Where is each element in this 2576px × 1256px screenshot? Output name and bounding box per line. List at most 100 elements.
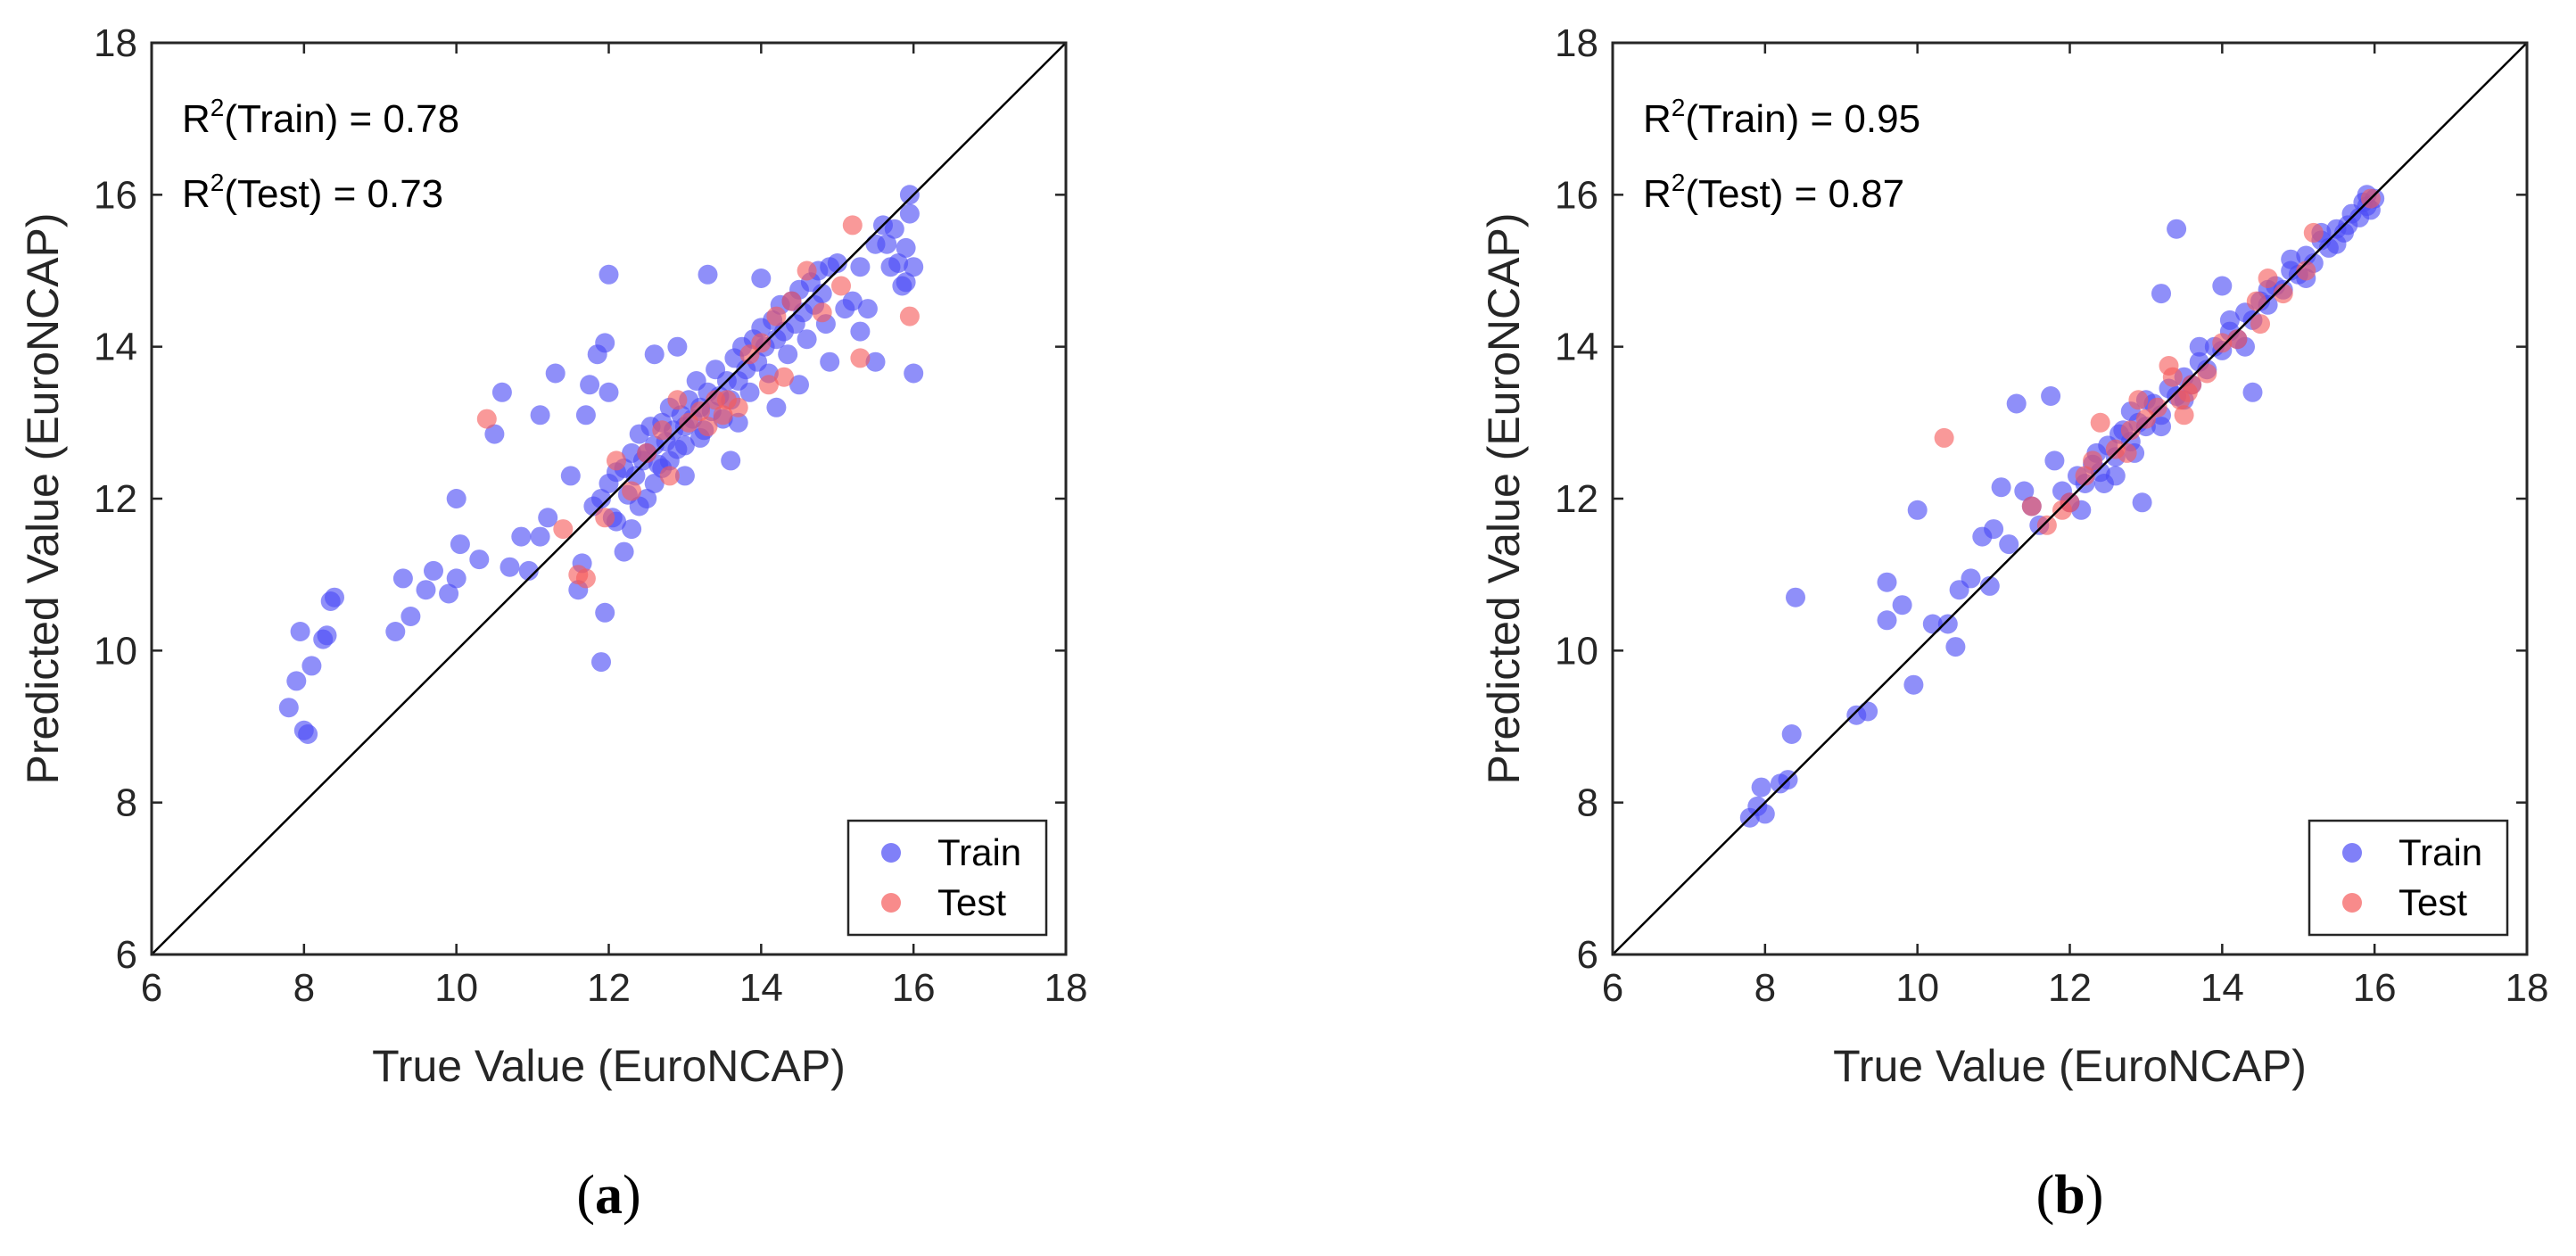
panel-b-train-point [1999, 534, 2019, 555]
panel-a-y-tick-label: 12 [94, 477, 137, 521]
panel-b-train-point [2093, 474, 2114, 493]
panel-a-test-point [595, 508, 615, 528]
panel-a-caption: (a) [576, 1165, 640, 1226]
panel-a-y-tick-label: 10 [94, 629, 137, 673]
panel-b-test-point [2090, 412, 2110, 433]
panel-a-train-point [325, 587, 344, 607]
panel-a-train-point [424, 560, 443, 581]
panel-a-train-point [491, 382, 512, 402]
panel-a-x-tick-label: 8 [293, 966, 315, 1010]
panel-a-train-point [896, 272, 916, 293]
panel-b-x-axis-label: True Value (EuroNCAP) [1833, 1041, 2307, 1091]
panel-a-train-point [580, 375, 600, 395]
panel-a-r2-test: R2(Test) = 0.73 [182, 169, 443, 216]
panel-b-train-point [2242, 382, 2263, 402]
panel-a-train-point [591, 489, 611, 508]
panel-a-train-point [301, 656, 322, 676]
panel-a-train-point [599, 264, 619, 285]
panel-b-test-point [2036, 515, 2057, 535]
panel-b-test-point [2083, 450, 2103, 471]
panel-a-x-tick-label: 10 [434, 966, 478, 1010]
panel-a-r2-test-text: (Test) = 0.73 [224, 172, 443, 216]
panel-a-train-point [865, 351, 886, 372]
panel-b-test-point [2162, 367, 2183, 387]
panel-a-train-point [614, 541, 634, 562]
panel-b-test-point [2212, 333, 2233, 353]
panel-a-train-point [446, 568, 466, 589]
panel-a-legend-box [846, 819, 1048, 937]
panel-a-x-tick-label: 18 [1044, 966, 1088, 1010]
panel-a-train-point [416, 580, 436, 600]
panel-b-legend-test-marker [2342, 893, 2362, 913]
panel-b-test-point [2250, 314, 2270, 335]
panel-a-train-point [400, 607, 421, 626]
panel-b-x-tick-label: 14 [2200, 966, 2244, 1010]
panel-b-train-point [2219, 310, 2240, 330]
panel-b-y-tick-label: 6 [1577, 933, 1598, 977]
panel-a-test-point [774, 367, 794, 387]
panel-a-train-point [739, 382, 760, 402]
panel-b-train-point [1907, 500, 1928, 520]
panel-b-test-point [2177, 382, 2198, 402]
panel-b-x-ticks: 6 8 10 12 14 16 18 [1602, 43, 2548, 1010]
panel-b-test-point [2227, 329, 2248, 350]
panel-a-train-point [667, 336, 688, 357]
panel-a-test-point [659, 466, 680, 486]
panel-a-test-point [797, 260, 817, 281]
panel-a-train-point [827, 253, 847, 273]
panel-a-r2-train-text: (Train) = 0.78 [224, 97, 459, 141]
panel-a-test-point [899, 306, 920, 326]
panel-a-train-point [899, 185, 920, 205]
panel-b-y-axis-label: Predicted Value (EuroNCAP) [1479, 212, 1529, 784]
panel-b-train-point [2212, 276, 2233, 296]
panel-b-x-tick-label: 16 [2353, 966, 2397, 1010]
panel-b-test-point [2075, 466, 2095, 486]
panel-b-y-tick-label: 14 [1555, 326, 1598, 369]
panel-a-train-point [888, 253, 909, 273]
panel-a-train-point [797, 329, 817, 350]
panel-a-x-ticks: 6 8 10 12 14 16 18 [141, 43, 1088, 1010]
panel-b-train-point [2151, 417, 2171, 437]
panel-a-train-point [595, 333, 615, 353]
panel-a: 6 8 10 12 14 16 18 6 8 10 12 14 16 18 True Value (Eu… [18, 21, 1087, 1226]
panel-a-train-point [538, 508, 558, 528]
panel-b-legend-box [2308, 819, 2509, 937]
panel-a-train-point [850, 321, 871, 342]
panel-b-train-point [2006, 393, 2027, 414]
panel-b-caption-letter: b [2054, 1165, 2085, 1226]
panel-a-y-tick-label: 14 [94, 326, 137, 369]
panel-b-legend-train-marker [2342, 843, 2362, 863]
panel-b-reference-line [1612, 42, 2528, 955]
panel-b-test-point [2246, 291, 2266, 311]
panel-b-y-tick-label: 18 [1555, 21, 1598, 65]
panel-a-train-point [674, 435, 695, 456]
panel-a-legend-train-marker [881, 843, 901, 863]
panel-b-test-point [2258, 269, 2278, 288]
panel-b-x-tick-label: 6 [1602, 966, 1623, 1010]
panel-b-legend: Train Test [2308, 819, 2509, 937]
panel-a-train-point [560, 466, 581, 486]
panel-b-train-point [1945, 637, 1966, 657]
panel-b-caption: (b) [2036, 1165, 2104, 1226]
panel-b-train-point [2167, 219, 2187, 239]
panel-a-train-point [904, 363, 924, 384]
panel-a-r2-test-sup: 2 [211, 169, 225, 196]
panel-a-r2-train-sup: 2 [211, 94, 225, 121]
panel-a-train-point [511, 526, 532, 547]
panel-a-test-point [842, 215, 863, 236]
panel-a-y-tick-label: 8 [116, 781, 137, 825]
panel-a-train-point [484, 424, 505, 444]
panel-b: 6 8 10 12 14 16 18 6 8 10 12 14 16 18 True Value (Eu… [1479, 21, 2548, 1226]
panel-a-points [278, 185, 924, 744]
panel-a-legend: Train Test [846, 819, 1048, 937]
panel-b-train-point [1877, 610, 1897, 631]
panel-a-train-point [865, 234, 886, 254]
panel-a-train-point [446, 489, 466, 508]
panel-a-train-point [545, 363, 566, 384]
panel-a-train-point [721, 450, 741, 471]
panel-a-train-point [812, 284, 832, 304]
panel-a-test-point [607, 450, 626, 471]
panel-a-train-point [884, 219, 904, 239]
panel-b-legend-train-label: Train [2398, 831, 2482, 873]
panel-b-legend-test-label: Test [2398, 881, 2467, 923]
